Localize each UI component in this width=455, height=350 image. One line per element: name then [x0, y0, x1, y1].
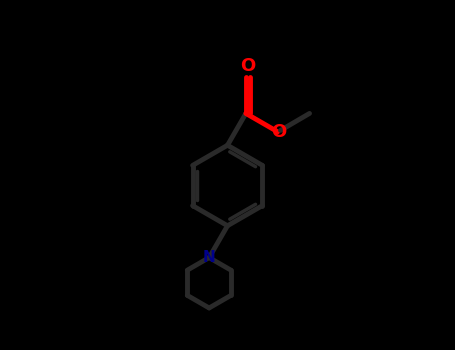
Text: O: O	[240, 57, 256, 75]
Text: O: O	[271, 124, 286, 141]
Text: N: N	[203, 250, 216, 265]
